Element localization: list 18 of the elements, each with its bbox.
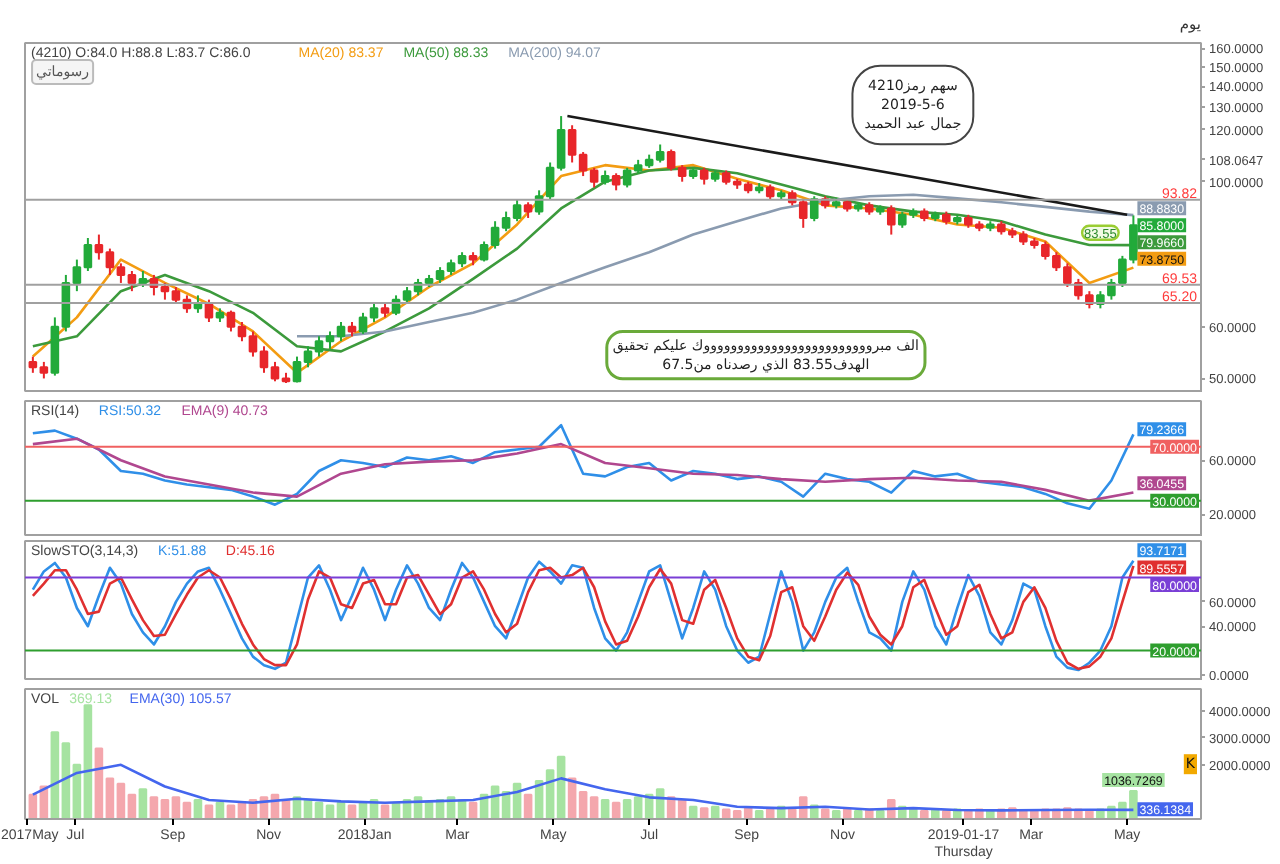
- candlestick: [886, 204, 896, 236]
- bar: [347, 804, 357, 819]
- line-series: [31, 437, 1135, 502]
- bar: [919, 809, 929, 819]
- bar: [853, 809, 863, 819]
- candlestick: [809, 195, 819, 223]
- bar: [204, 804, 214, 819]
- bar: [523, 793, 533, 819]
- bar: [875, 809, 885, 819]
- bar: [820, 808, 830, 819]
- bar: [765, 808, 775, 819]
- line-series: [295, 193, 1135, 338]
- bar: [600, 799, 610, 819]
- bar: [138, 788, 148, 819]
- bar: [754, 809, 764, 819]
- bar: [831, 809, 841, 819]
- bar: [380, 804, 390, 819]
- bar: [193, 799, 203, 819]
